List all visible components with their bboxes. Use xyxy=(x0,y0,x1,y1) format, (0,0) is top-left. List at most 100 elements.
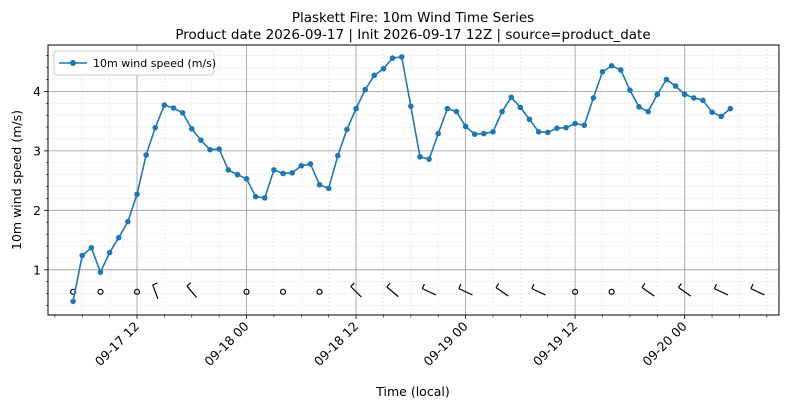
data-point xyxy=(225,167,232,173)
data-point xyxy=(125,218,131,225)
data-point xyxy=(106,249,113,256)
wind-barbs xyxy=(70,282,765,300)
data-point xyxy=(307,161,314,167)
data-point xyxy=(535,129,542,135)
wind-barb-flag xyxy=(350,282,355,287)
data-point xyxy=(234,171,241,178)
data-point xyxy=(700,97,706,104)
data-point xyxy=(243,176,250,182)
legend: 10m wind speed (m/s) xyxy=(53,50,216,76)
wind-barb-calm xyxy=(608,288,615,295)
wind-barb-calm xyxy=(97,288,104,295)
wind-barb-flag xyxy=(750,283,754,289)
data-point xyxy=(362,86,368,93)
data-point xyxy=(563,124,569,131)
data-point xyxy=(207,146,213,153)
data-point xyxy=(645,108,651,115)
data-point xyxy=(152,124,159,131)
data-point xyxy=(271,167,277,173)
wind-barb-calm xyxy=(279,288,287,295)
data-point xyxy=(444,105,451,112)
wind-barb-calm xyxy=(316,288,323,295)
wind-barb-flag xyxy=(713,283,718,289)
legend-series-marker xyxy=(70,60,76,66)
data-point xyxy=(727,105,734,112)
wind-barb-staff xyxy=(678,287,692,297)
data-point xyxy=(161,102,168,108)
grid xyxy=(48,45,779,315)
data-point xyxy=(97,269,104,275)
data-point xyxy=(179,109,186,116)
data-point xyxy=(462,123,469,130)
wind-barb-staff xyxy=(495,287,509,297)
wind-barb-flag xyxy=(186,282,192,287)
wind-barb-calm xyxy=(133,288,141,295)
data-point xyxy=(581,122,588,129)
wind-barb-staff xyxy=(531,288,546,296)
data-point xyxy=(88,244,95,251)
data-point xyxy=(554,125,560,132)
wind-barb-flag xyxy=(421,283,425,289)
data-point xyxy=(490,129,496,135)
data-point xyxy=(654,91,661,98)
data-point xyxy=(508,94,515,101)
data-point xyxy=(709,109,715,116)
data-point xyxy=(435,130,442,137)
data-point xyxy=(198,137,204,143)
wind-barb-flag xyxy=(495,283,500,288)
data-point xyxy=(471,131,478,138)
wind-barb-staff xyxy=(641,287,655,297)
data-point xyxy=(691,95,697,101)
data-point xyxy=(681,91,688,98)
data-point xyxy=(544,129,551,136)
legend-series-label: 10m wind speed (m/s) xyxy=(93,57,216,70)
wind-barb-staff xyxy=(186,285,198,298)
wind-barb-calm xyxy=(243,288,250,295)
wind-barb-staff xyxy=(714,288,729,296)
data-point xyxy=(417,154,423,160)
data-point xyxy=(389,55,396,61)
wind-barb-staff xyxy=(350,286,362,298)
data-point xyxy=(134,191,140,198)
y-axis-label: 10m wind speed (m/s) xyxy=(9,110,24,250)
y-tick-label: 4 xyxy=(33,84,41,99)
data-point xyxy=(453,108,460,115)
wind-barb-flag xyxy=(678,283,682,288)
legend-box xyxy=(53,50,215,76)
data-point xyxy=(636,104,642,110)
data-point xyxy=(408,103,414,110)
wind-barb-flag xyxy=(152,282,158,286)
wind-barb-flag xyxy=(458,283,462,289)
chart-subtitle: Product date 2026-09-17 | Init 2026-09-1… xyxy=(175,27,650,43)
data-point xyxy=(608,63,615,69)
data-point xyxy=(188,126,195,132)
wind-barb-flag xyxy=(641,283,646,288)
data-point xyxy=(252,193,259,200)
data-point xyxy=(79,252,86,259)
wind-barb-staff xyxy=(386,286,399,298)
data-point xyxy=(216,146,222,152)
data-point xyxy=(261,195,268,201)
data-point xyxy=(672,83,679,89)
data-point xyxy=(599,68,606,75)
wind-barb-staff xyxy=(422,288,437,296)
data-point xyxy=(335,152,341,159)
data-point xyxy=(590,95,597,101)
data-point xyxy=(499,108,505,115)
plot-frame xyxy=(47,44,780,316)
wind-barb-staff xyxy=(152,284,159,300)
wind-barb-flag xyxy=(386,282,391,288)
data-point xyxy=(517,104,524,111)
data-point xyxy=(298,162,305,169)
x-axis-label: Time (local) xyxy=(375,384,449,399)
data-point xyxy=(718,113,724,120)
y-tick-label: 3 xyxy=(33,143,41,158)
wind-barb-calm xyxy=(572,288,579,295)
data-point xyxy=(371,72,378,79)
data-point xyxy=(380,65,387,72)
data-point xyxy=(627,87,633,93)
data-point xyxy=(143,152,149,158)
data-point xyxy=(170,105,177,111)
data-point xyxy=(353,105,359,112)
